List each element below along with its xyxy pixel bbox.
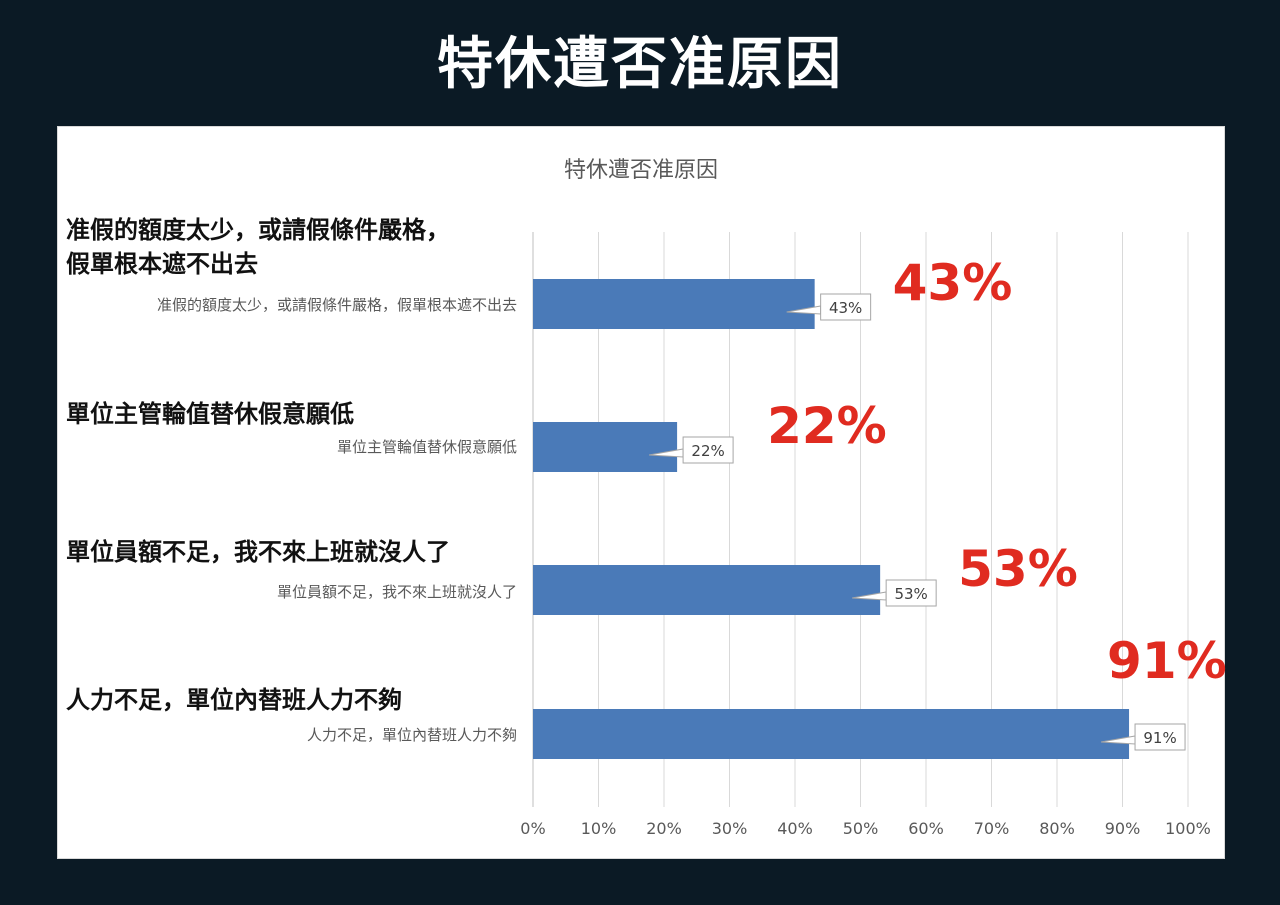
highlight-percentage: 22% <box>767 397 887 455</box>
x-tick-label: 90% <box>1105 819 1141 838</box>
data-label: 22% <box>691 442 724 460</box>
category-heading: 准假的額度太少，或請假條件嚴格， 假單根本遮不出去 <box>66 213 536 281</box>
bar <box>533 279 815 329</box>
x-tick-label: 40% <box>777 819 813 838</box>
chart-title: 特休遭否准原因 <box>564 158 718 183</box>
bar <box>533 422 678 472</box>
category-heading: 單位主管輪值替休假意願低 <box>66 397 536 431</box>
callout-box <box>885 579 937 607</box>
category-heading-line: 假單根本遮不出去 <box>66 250 258 278</box>
chart-panel: 特休遭否准原因 43% 22% 53% 91% 0% 10% 20% 30% 40% 50% 60… <box>57 126 1227 859</box>
x-tick-label: 80% <box>1039 819 1075 838</box>
page-title: 特休遭否准原因 <box>437 32 843 97</box>
callout-box <box>1134 723 1186 751</box>
x-tick-label: 60% <box>908 819 944 838</box>
highlight-percentage: 43% <box>892 254 1013 312</box>
bars: 43% 22% 53% 91% <box>533 279 1186 759</box>
x-tick-label: 100% <box>1165 819 1211 838</box>
bar-chart: 特休遭否准原因 43% 22% 53% 91% 0% 10% 20% 30% 40% 50% 60… <box>520 158 1211 838</box>
category-heading-line: 人力不足，單位內替班人力不夠 <box>66 686 402 714</box>
y-axis-category-label: 人力不足，單位內替班人力不夠 <box>306 726 517 744</box>
bar <box>533 709 1130 759</box>
highlight-percentage: 91% <box>1107 632 1227 690</box>
x-tick-label: 20% <box>646 819 682 838</box>
callout-box <box>682 436 734 464</box>
x-tick-label: 0% <box>520 819 545 838</box>
y-axis-category-label: 單位主管輪值替休假意願低 <box>336 438 517 456</box>
callout-box <box>820 293 872 321</box>
category-heading-line: 單位員額不足，我不來上班就沒人了 <box>66 538 450 566</box>
x-tick-label: 50% <box>843 819 879 838</box>
y-axis-category-label: 准假的額度太少，或請假條件嚴格，假單根本遮不出去 <box>156 296 517 314</box>
category-heading-line: 准假的額度太少，或請假條件嚴格， <box>66 216 450 244</box>
category-heading: 人力不足，單位內替班人力不夠 <box>66 683 536 717</box>
category-heading-line: 單位主管輪值替休假意願低 <box>66 400 354 428</box>
bar <box>533 565 881 615</box>
x-tick-label: 70% <box>974 819 1010 838</box>
x-tick-label: 30% <box>712 819 748 838</box>
category-heading: 單位員額不足，我不來上班就沒人了 <box>66 535 536 569</box>
x-tick-label: 10% <box>581 819 617 838</box>
data-label: 43% <box>829 299 862 317</box>
data-label: 91% <box>1143 729 1176 747</box>
x-axis-ticks: 0% 10% 20% 30% 40% 50% 60% 70% 80% 90% 100% <box>520 819 1211 838</box>
y-axis-category-label: 單位員額不足，我不來上班就沒人了 <box>276 583 517 601</box>
data-label: 53% <box>894 585 927 603</box>
highlight-percentage: 53% <box>958 540 1078 598</box>
